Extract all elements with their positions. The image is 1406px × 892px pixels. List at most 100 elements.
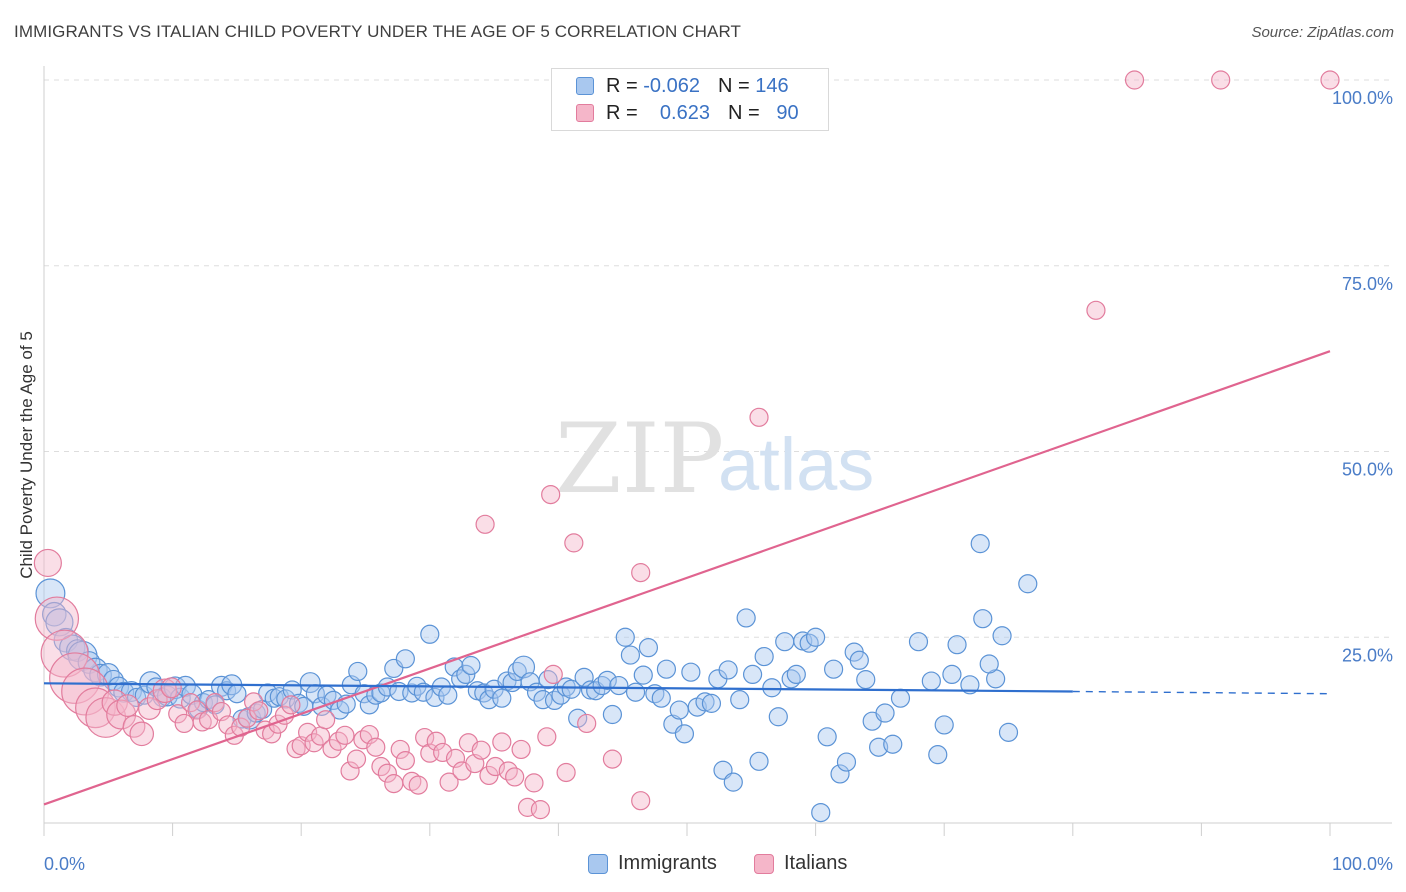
italians-legend-swatch (754, 853, 774, 874)
italians-point (1320, 70, 1340, 90)
immigrants-point (568, 708, 588, 728)
n-label: N = (727, 101, 760, 124)
italians-point (408, 775, 428, 795)
immigrants-point (736, 608, 756, 628)
italians-point (174, 713, 194, 734)
immigrants-point (597, 670, 617, 690)
immigrants-point (113, 681, 135, 703)
immigrants-point (561, 679, 581, 699)
r-label: R = (606, 74, 638, 97)
y-axis-label: Child Poverty Under the Age of 5 (17, 331, 36, 579)
watermark-zip: ZIP (555, 403, 724, 515)
immigrants-point (1018, 574, 1038, 594)
axes (43, 66, 1392, 836)
immigrants-point (538, 670, 558, 690)
gridlines (44, 79, 1392, 638)
immigrants-point (299, 672, 321, 694)
italians-point (471, 740, 491, 760)
immigrants-point (749, 751, 769, 771)
immigrants-point (947, 635, 967, 655)
immigrants-trend-line (43, 682, 1073, 693)
italians-point (122, 715, 146, 738)
italians-point (384, 774, 404, 794)
italians-point (274, 705, 295, 725)
immigrants-point (762, 678, 782, 698)
immigrants-point (544, 690, 565, 711)
italians-point (366, 737, 386, 757)
immigrants-point (348, 661, 368, 682)
italians-point (749, 407, 769, 427)
italians-point (556, 762, 576, 783)
immigrants-point (875, 703, 895, 723)
immigrants-point (811, 802, 831, 823)
italians-legend-label: Italians (784, 852, 848, 874)
immigrants-point (413, 682, 433, 702)
italians-point (34, 596, 80, 641)
italians-point (602, 749, 623, 769)
italians-point (181, 693, 201, 713)
legend-row-immigrants: R = -0.062 N = 146 (576, 75, 789, 97)
italians-point (524, 773, 544, 793)
legend-item-immigrants[interactable]: Immigrants (588, 852, 717, 875)
italians-point (281, 695, 301, 715)
immigrants-point (695, 692, 715, 712)
italians-point (168, 704, 188, 724)
immigrants-point (620, 645, 641, 665)
immigrants-point (602, 704, 623, 725)
italians-point (286, 739, 306, 759)
n-label: N = (717, 74, 750, 97)
immigrants-point (492, 688, 512, 708)
immigrants-r-value: -0.062 (643, 74, 700, 97)
immigrants-point (701, 693, 722, 713)
y-tick-label: 75.0% (1342, 274, 1393, 294)
source-label: Source: ZipAtlas.com (1251, 24, 1394, 41)
italians-point (160, 677, 182, 699)
immigrants-point (934, 715, 954, 735)
italians-point (1086, 300, 1106, 320)
legend-item-italians[interactable]: Italians (754, 852, 847, 875)
immigrants-point (998, 722, 1019, 742)
immigrants-point (669, 700, 689, 720)
immigrants-point (580, 680, 601, 700)
italians-point (564, 533, 584, 553)
immigrants-point (395, 649, 415, 669)
immigrants-point (775, 632, 795, 652)
immigrants-point (438, 685, 458, 705)
italians-point (395, 750, 415, 771)
immigrants-point (651, 688, 671, 708)
immigrants-point (824, 659, 844, 679)
immigrants-point (625, 682, 646, 702)
italians-point (1211, 70, 1231, 90)
italians-swatch (576, 104, 594, 122)
italians-point (541, 484, 561, 505)
italians-point (346, 749, 367, 769)
italians-point (129, 721, 155, 747)
immigrants-point (456, 664, 476, 685)
immigrants-point (817, 727, 837, 747)
italians-point (445, 748, 466, 768)
italians-point (33, 548, 62, 578)
immigrants-swatch (576, 77, 594, 95)
immigrants-point (960, 675, 980, 695)
y-tick-label: 25.0% (1342, 645, 1393, 665)
chart-title: IMMIGRANTS VS ITALIAN CHILD POVERTY UNDE… (14, 22, 741, 41)
immigrants-point (615, 627, 635, 647)
immigrants-point (461, 655, 481, 676)
italians-point (244, 692, 264, 712)
immigrants-n-value: 146 (755, 74, 789, 97)
italians-point (475, 514, 495, 534)
italians-point (511, 739, 531, 760)
italians-point (1124, 70, 1145, 90)
italians-point (359, 724, 379, 745)
series-legend: Immigrants Italians (0, 852, 1406, 876)
immigrants-point (674, 724, 695, 744)
immigrants-point (992, 626, 1012, 646)
immigrants-points (35, 534, 1038, 823)
immigrants-point (883, 734, 903, 754)
tick-labels: 100.0% 75.0% 50.0% 25.0% 0.0% 100.0% (44, 88, 1393, 874)
italians-point (492, 732, 512, 752)
italians-point (335, 725, 355, 745)
italians-point (577, 713, 597, 734)
italians-point (322, 739, 342, 759)
